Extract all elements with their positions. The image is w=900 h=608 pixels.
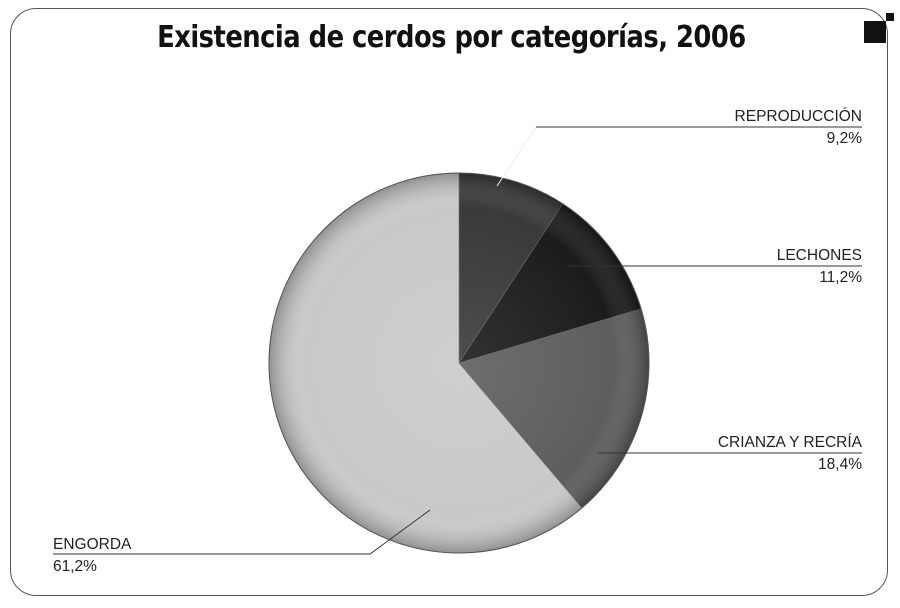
slice-value-2: 18,4% (818, 456, 862, 473)
slice-value-3: 61,2% (53, 558, 97, 575)
slice-label-3: ENGORDA (53, 536, 132, 553)
slice-value-0: 9,2% (827, 130, 863, 147)
slice-label-0: REPRODUCCIÓN (735, 108, 862, 125)
slice-label-1: LECHONES (777, 247, 862, 264)
chart-title: Existencia de cerdos por categorías, 200… (157, 20, 746, 55)
pie-shading (269, 173, 649, 553)
corner-squares-icon (864, 13, 894, 43)
slice-value-1: 11,2% (819, 269, 862, 286)
pie-outline (268, 172, 650, 554)
slice-label-2: CRIANZA Y RECRÍA (718, 434, 863, 451)
leader-line-0 (496, 126, 862, 187)
